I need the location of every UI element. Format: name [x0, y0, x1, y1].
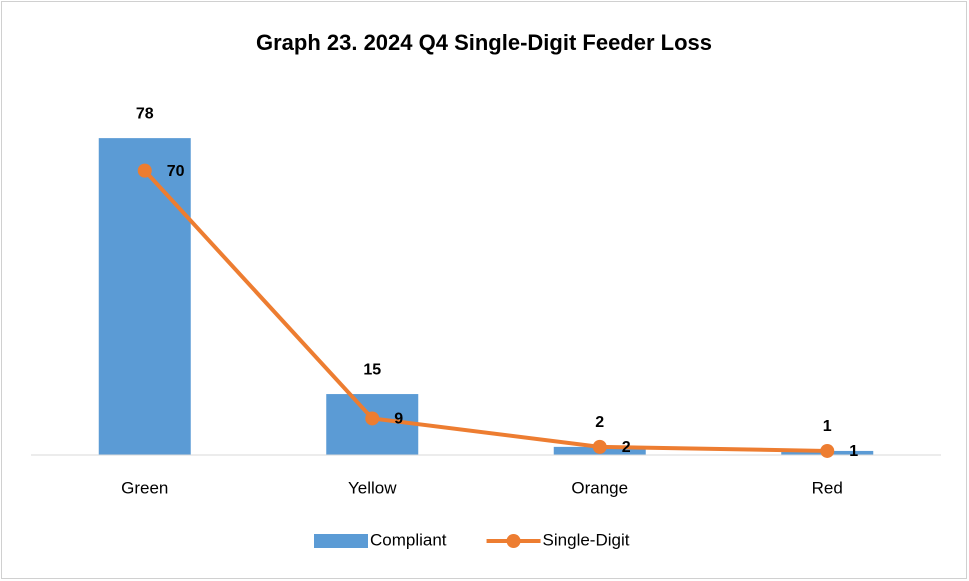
line: [143, 169, 828, 453]
bar-label: 78: [136, 105, 154, 122]
bar: [98, 138, 191, 455]
line-label: 1: [849, 443, 858, 460]
line-marker: [365, 411, 380, 426]
chart-title: Graph 23. 2024 Q4 Single-Digit Feeder Lo…: [256, 30, 712, 55]
line-label: 70: [167, 163, 185, 180]
line-marker: [592, 439, 607, 454]
line-label: 2: [622, 439, 631, 456]
legend-label: Single-Digit: [543, 530, 630, 549]
x-tick-label: Red: [812, 478, 843, 497]
legend-swatch: [314, 534, 368, 548]
line-marker: [820, 443, 835, 458]
x-tick-label: Yellow: [348, 478, 397, 497]
bar-label: 2: [595, 414, 604, 431]
x-tick-label: Orange: [571, 478, 628, 497]
bar-label: 15: [363, 361, 381, 378]
line-label: 9: [394, 411, 403, 428]
legend-label: Compliant: [370, 530, 447, 549]
bar-label: 1: [823, 418, 832, 435]
legend-marker: [506, 534, 521, 548]
line-marker: [137, 163, 152, 178]
x-tick-label: Green: [121, 478, 168, 497]
